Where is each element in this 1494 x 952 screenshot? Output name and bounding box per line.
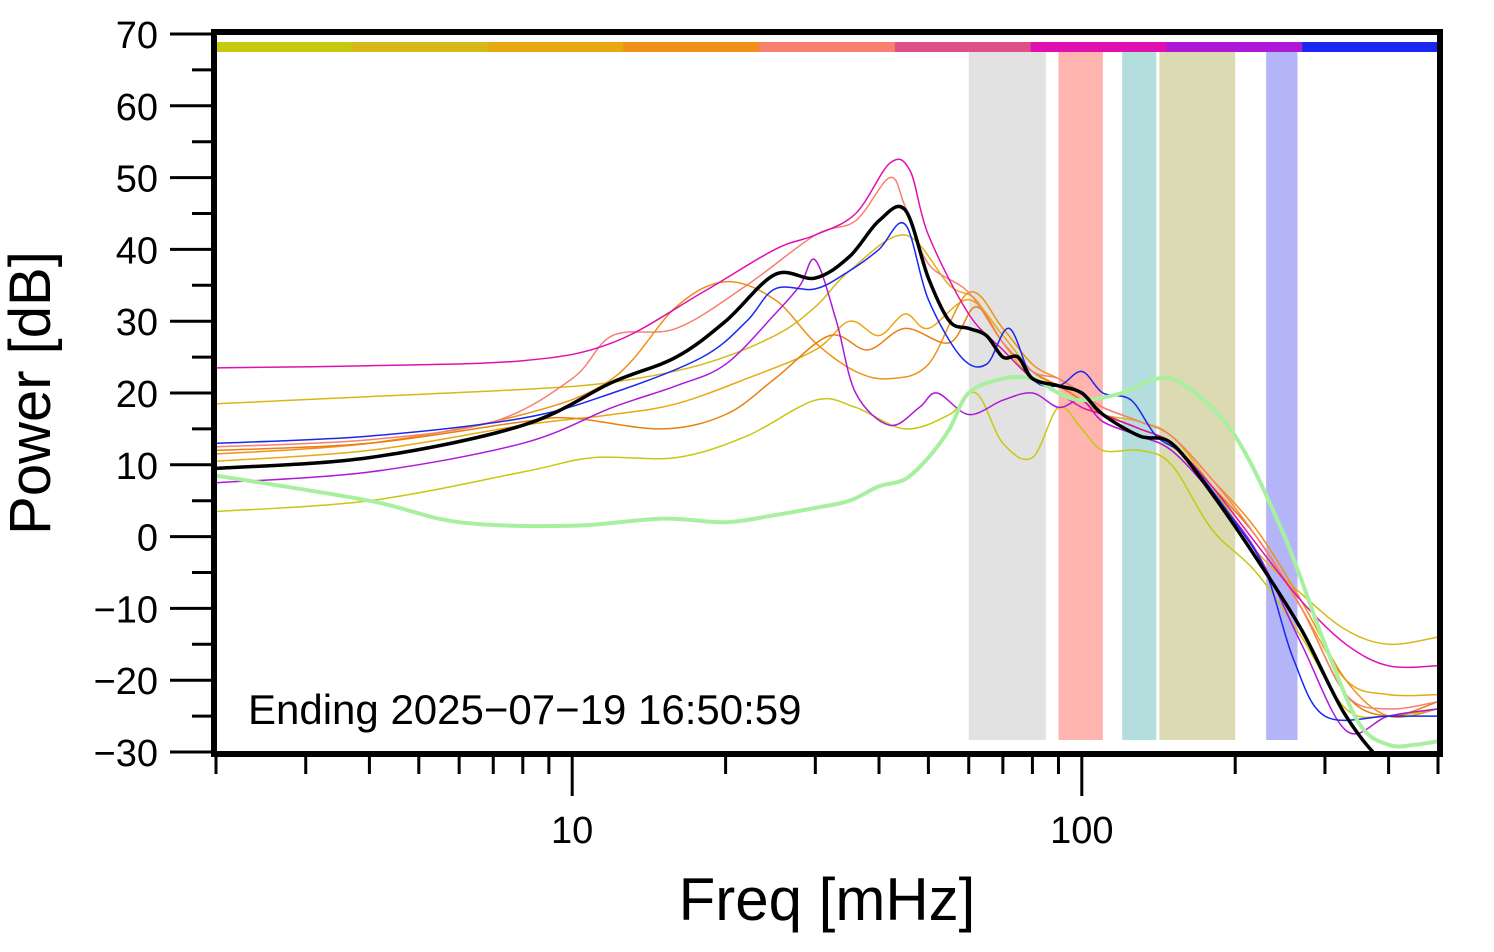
top-color-bar — [216, 42, 1439, 52]
shaded-frequency-bands — [968, 52, 1298, 740]
plot-frame — [211, 29, 1443, 757]
color-bar-segment-0 — [216, 42, 353, 52]
color-bar-segment-1 — [351, 42, 489, 52]
color-bar-segment-8 — [1302, 42, 1439, 52]
y-tick-label: 60 — [116, 87, 158, 129]
frequency-band-4 — [1266, 52, 1298, 740]
y-tick-label: 40 — [116, 230, 158, 272]
series-line-4 — [216, 306, 1438, 717]
color-bar-segment-5 — [894, 42, 1032, 52]
frequency-band-2 — [1122, 52, 1157, 740]
series-line-10 — [216, 204, 1376, 752]
y-tick-label: 70 — [116, 15, 158, 57]
y-tick-label: 10 — [116, 446, 158, 488]
color-bar-segment-7 — [1166, 42, 1303, 52]
series-line-6 — [216, 158, 1438, 669]
y-tick-label: 0 — [137, 518, 158, 560]
series-line-0 — [216, 391, 1438, 719]
spectrum-series — [216, 158, 1438, 752]
y-axis-title: Power [dB] — [0, 251, 63, 535]
y-tick-label: 30 — [116, 302, 158, 344]
y-tick-label: −10 — [94, 589, 158, 631]
series-line-5 — [216, 176, 1438, 710]
y-axis-ticks: 70 60 50 40 30 20 10 0 −10 −20 −30 — [94, 15, 214, 775]
y-tick-label: 20 — [116, 374, 158, 416]
color-bar-segment-3 — [623, 42, 760, 52]
series-line-2 — [216, 298, 1438, 697]
color-bar-segment-4 — [759, 42, 896, 52]
y-tick-label: −20 — [94, 661, 158, 703]
x-axis-title: Freq [mHz] — [679, 866, 976, 933]
y-tick-label: 50 — [116, 159, 158, 201]
series-line-3 — [216, 280, 1438, 718]
y-tick-label: −30 — [94, 733, 158, 775]
series-line-8 — [216, 221, 1438, 722]
color-bar-segment-6 — [1030, 42, 1167, 52]
x-tick-label: 10 — [551, 810, 593, 852]
x-tick-label: 100 — [1050, 810, 1113, 852]
x-axis-ticks: 10 100 — [214, 754, 1440, 852]
series-line-7 — [216, 258, 1438, 735]
series-line-9 — [216, 374, 1438, 749]
frequency-band-0 — [968, 52, 1046, 740]
color-bar-segment-2 — [487, 42, 624, 52]
timestamp-annotation: Ending 2025−07−19 16:50:59 — [248, 686, 802, 733]
